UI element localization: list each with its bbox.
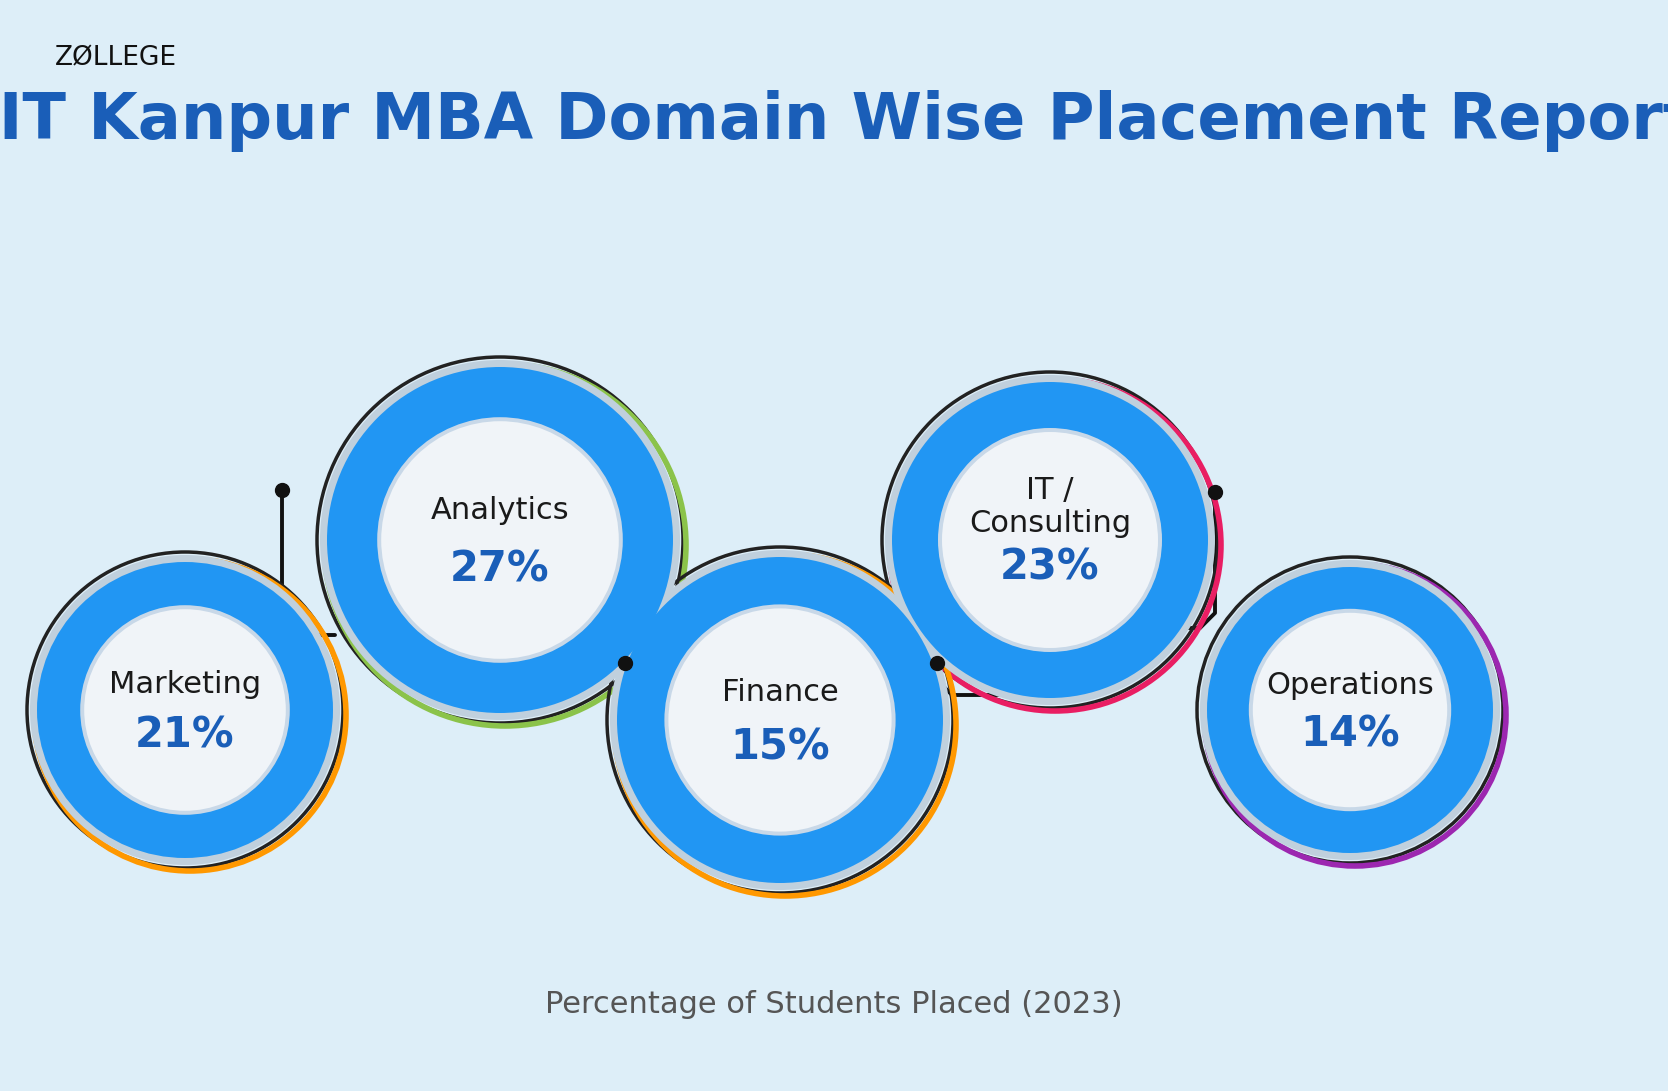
Text: 27%: 27% (450, 549, 550, 590)
Circle shape (669, 609, 892, 831)
Circle shape (382, 421, 619, 659)
Circle shape (617, 558, 942, 883)
Circle shape (30, 555, 340, 865)
Text: 15%: 15% (731, 727, 829, 769)
Text: ZØLLEGE: ZØLLEGE (55, 45, 177, 71)
Circle shape (320, 360, 681, 720)
Circle shape (942, 432, 1158, 648)
Circle shape (327, 367, 672, 714)
Text: Marketing: Marketing (108, 670, 262, 699)
Circle shape (664, 604, 896, 836)
Text: Finance: Finance (722, 678, 839, 707)
Text: 14%: 14% (1299, 714, 1399, 755)
Circle shape (937, 428, 1163, 652)
Circle shape (1199, 560, 1500, 860)
Text: Analytics: Analytics (430, 495, 569, 525)
Circle shape (892, 382, 1208, 698)
Text: IIT Kanpur MBA Domain Wise Placement Report: IIT Kanpur MBA Domain Wise Placement Rep… (0, 89, 1668, 152)
Circle shape (1249, 609, 1451, 812)
Circle shape (80, 606, 290, 815)
Circle shape (377, 417, 622, 663)
Circle shape (1253, 613, 1448, 807)
Text: 21%: 21% (135, 715, 235, 756)
Text: Operations: Operations (1266, 671, 1434, 700)
Text: IT /
Consulting: IT / Consulting (969, 476, 1131, 538)
Circle shape (886, 375, 1214, 705)
Circle shape (37, 562, 334, 858)
Circle shape (83, 609, 285, 811)
Circle shape (1208, 567, 1493, 853)
Text: 23%: 23% (1001, 546, 1099, 588)
Text: Percentage of Students Placed (2023): Percentage of Students Placed (2023) (545, 990, 1123, 1019)
Circle shape (610, 550, 951, 890)
